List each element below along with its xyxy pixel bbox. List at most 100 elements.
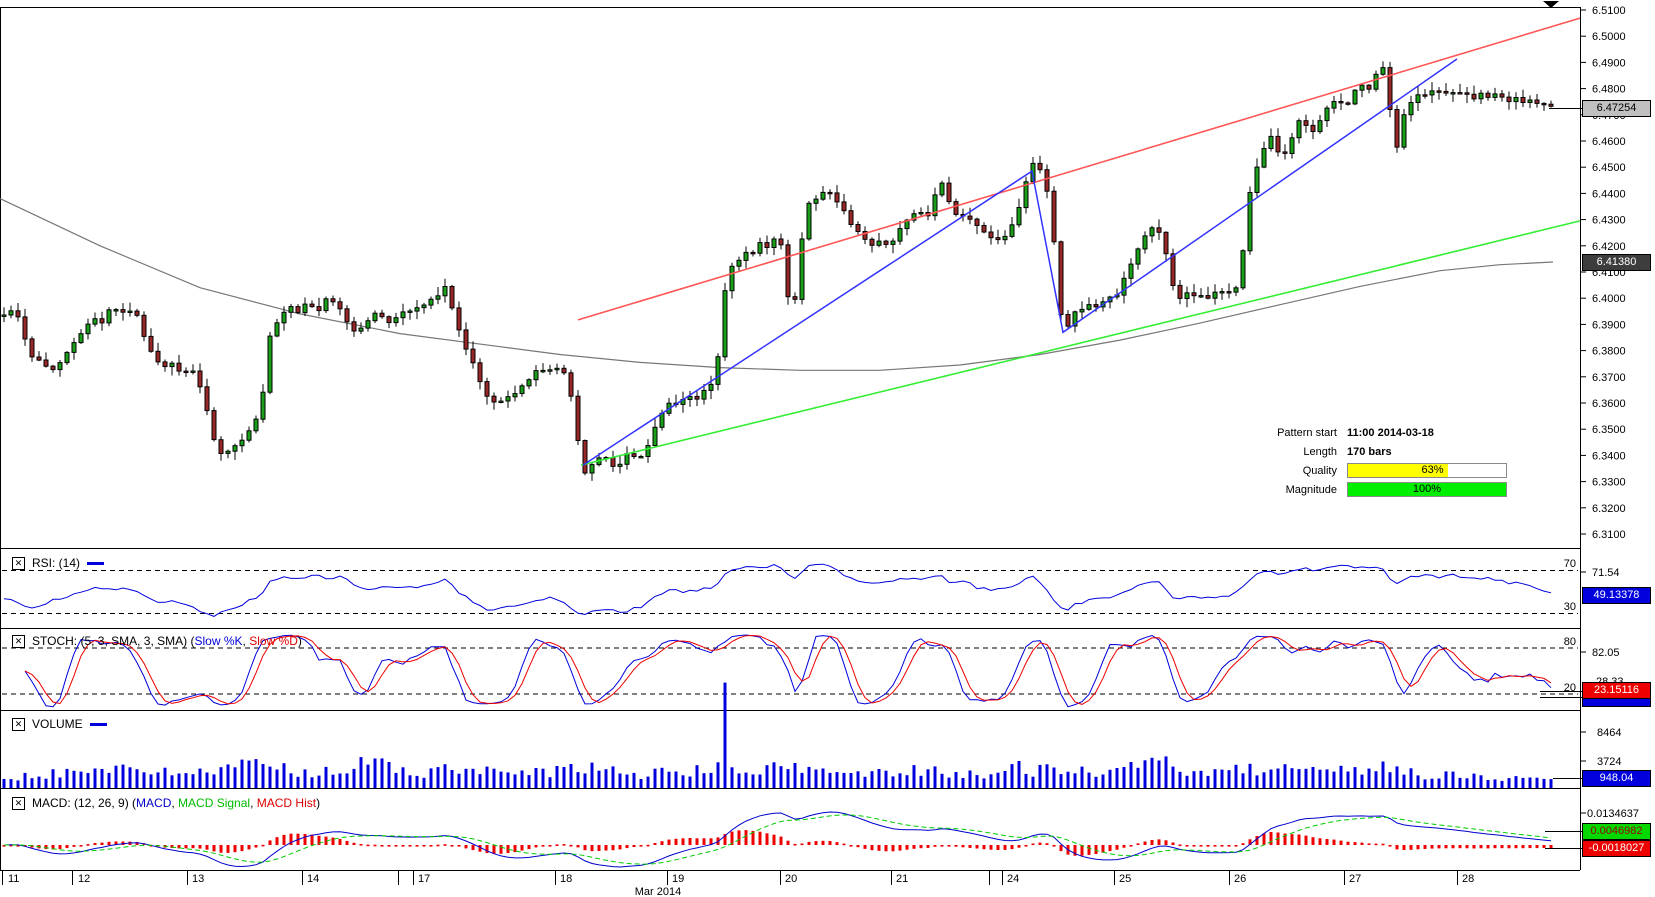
pattern-quality-label: Quality: [1302, 464, 1337, 477]
pattern-length-label: Length: [1303, 445, 1337, 458]
quality-fill: 63%: [1348, 464, 1448, 477]
volume-color-chip: [89, 722, 107, 726]
separator-text: ): [297, 634, 302, 648]
pattern-quality-row: Quality 63%: [1240, 461, 1510, 480]
time-axis: 11 12 13 14 17 18 19 20 21 24 25 26 27 28 Mar 2014: [2, 870, 1474, 897]
moving-average-line: [0, 198, 1554, 371]
checkbox-x-icon: ✕: [14, 718, 23, 729]
level-lines: [2, 570, 1578, 695]
separator-text: ,: [242, 634, 250, 648]
axis-label: 27: [1349, 873, 1361, 885]
quality-percent: 63%: [1421, 464, 1444, 476]
volume-indicator-label: ✕ VOLUME: [12, 717, 107, 731]
pattern-start-label: Pattern start: [1277, 426, 1337, 439]
pattern-start-row: Pattern start 11:00 2014-03-18: [1240, 423, 1510, 442]
magnitude-fill: 100%: [1348, 483, 1506, 496]
axis-label: 25: [1119, 873, 1131, 885]
stoch-indicator-label: ✕ STOCH: (5, 3, SMA, 3, SMA) (Slow %K, S…: [12, 634, 302, 648]
axis-label: 6.4400: [1592, 188, 1626, 200]
axis-label: 6.3100: [1592, 529, 1626, 541]
price-axis: 6.51006.50006.49006.48006.47006.46006.45…: [1580, 5, 1639, 820]
magnitude-percent: 100%: [1412, 483, 1442, 495]
stoch-legend-k: Slow %K: [194, 634, 243, 648]
axis-label: 6.3800: [1592, 346, 1626, 358]
macd-legend-hist: MACD Hist: [256, 796, 317, 810]
stoch-slow-d-line: [24, 634, 1552, 705]
current-bar-marker-icon: [1543, 1, 1559, 8]
stoch-legend-d: Slow %D: [249, 634, 298, 648]
volume-label-text: VOLUME: [32, 717, 83, 731]
axis-label: 6.3700: [1592, 372, 1626, 384]
magnitude-bar: 100%: [1347, 482, 1507, 497]
stoch-checkbox[interactable]: ✕: [12, 634, 25, 648]
volume-bars: [2, 682, 1553, 788]
rsi-color-chip: [87, 561, 105, 565]
axis-label: 21: [896, 873, 908, 885]
axis-label: 6.4500: [1592, 162, 1626, 174]
axis-label: 17: [418, 873, 430, 885]
stoch-d-value-box: 23.15116: [1582, 682, 1651, 699]
ma-value-box: 6.41380: [1582, 254, 1651, 271]
macd-signal-line: [4, 814, 1552, 865]
rsi-value-box: 49.13378: [1582, 587, 1651, 604]
stoch-slow-k-line: [24, 634, 1552, 708]
axis-label: 19: [672, 873, 684, 885]
current-price-box: 6.47254: [1582, 100, 1651, 117]
axis-label: 6.4000: [1592, 293, 1626, 305]
axis-label: 6.4800: [1592, 84, 1626, 96]
macd-hist-value-box: -0.0018027: [1582, 840, 1651, 857]
checkbox-x-icon: ✕: [14, 797, 23, 808]
checkbox-x-icon: ✕: [14, 557, 23, 568]
axis-label: 6.3900: [1592, 319, 1626, 331]
macd-legend-signal: MACD Signal: [178, 796, 251, 810]
pattern-magnitude-row: Magnitude 100%: [1240, 480, 1510, 499]
axis-label: Mar 2014: [635, 886, 681, 897]
axis-label: 6.3600: [1592, 398, 1626, 410]
axis-label: 6.4600: [1592, 136, 1626, 148]
macd-legend-line: MACD: [136, 796, 172, 810]
pattern-length-value: 170 bars: [1347, 445, 1392, 458]
axis-label: 80: [1564, 636, 1576, 648]
lower-trendline-green: [580, 220, 1581, 466]
pattern-magnitude-label: Magnitude: [1285, 483, 1337, 496]
separator-text: ,: [250, 796, 257, 810]
axis-label: 18: [560, 873, 572, 885]
pattern-start-value: 11:00 2014-03-18: [1347, 426, 1434, 439]
quality-bar: 63%: [1347, 463, 1507, 478]
pattern-info-box: Pattern start 11:00 2014-03-18 Length 17…: [1240, 423, 1510, 499]
axis-label: 71.54: [1592, 567, 1620, 579]
axis-label: 8464: [1597, 727, 1621, 739]
axis-label: 11: [8, 873, 19, 885]
candlesticks: [1, 61, 1554, 481]
pattern-length-row: Length 170 bars: [1240, 442, 1510, 461]
axis-label: 12: [78, 873, 90, 885]
volume-checkbox[interactable]: ✕: [12, 717, 25, 731]
axis-label: 0.0134637: [1587, 808, 1639, 820]
rsi-indicator-label: ✕ RSI: (14): [12, 556, 105, 570]
axis-label: 26: [1234, 873, 1246, 885]
axis-label: 20: [1564, 682, 1576, 694]
axis-label: 6.4200: [1592, 241, 1626, 253]
axis-label: 6.5100: [1592, 5, 1626, 17]
axis-label: 24: [1007, 873, 1019, 885]
macd-checkbox[interactable]: ✕: [12, 796, 25, 810]
rsi-line: [3, 563, 1552, 617]
axis-label: 14: [307, 873, 319, 885]
stoch-label-text: STOCH: (5, 3, SMA, 3, SMA) (: [32, 634, 195, 648]
axis-label: 6.4900: [1592, 57, 1626, 69]
checkbox-x-icon: ✕: [14, 635, 23, 646]
axis-label: 6.4300: [1592, 215, 1626, 227]
axis-label: 82.05: [1592, 647, 1620, 659]
separator-text: ,: [171, 796, 179, 810]
axis-label: 20: [785, 873, 797, 885]
axis-label: 6.3400: [1592, 450, 1626, 462]
upper-trendline-red: [577, 17, 1581, 321]
rsi-checkbox[interactable]: ✕: [12, 556, 25, 570]
axis-label: 6.3200: [1592, 503, 1626, 515]
macd-histogram: [2, 830, 1553, 856]
axis-label: 6.5000: [1592, 31, 1626, 43]
axis-label: 70: [1564, 558, 1576, 570]
axis-label: 30: [1564, 601, 1576, 613]
